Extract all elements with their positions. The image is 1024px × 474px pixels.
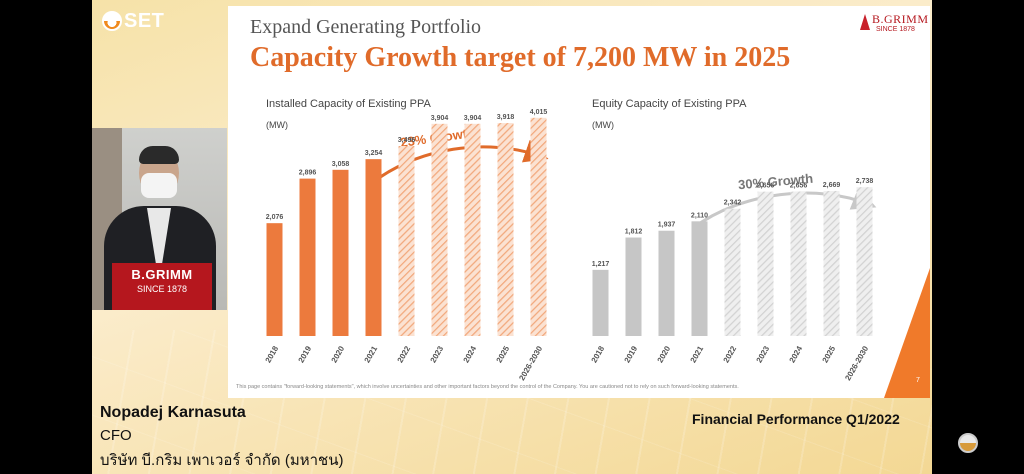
chart-2-value-label-2022: 2,342: [724, 200, 742, 207]
chart-2-tick-label-2026-2030: 2026-2030: [843, 344, 870, 382]
chart-2-bar-2026-2030: [856, 187, 873, 336]
chart-1-value-label-2024: 3,904: [464, 115, 482, 122]
chart-2-value-label-2023: 2,656: [757, 183, 775, 190]
presentation-slide: Expand Generating Portfolio Capacity Gro…: [228, 6, 930, 398]
chart-1-value-label-2022: 3,496: [398, 137, 416, 144]
presenter-role: CFO: [100, 427, 132, 444]
chart-2-growth-arrow: [692, 187, 877, 230]
chart-2-bar-2021: [691, 221, 708, 336]
chart-1-tick-label-2025: 2025: [495, 344, 512, 364]
chart-2-tick-label-2021: 2021: [689, 344, 706, 364]
presenter-name: Nopadej Karnasuta: [100, 404, 246, 421]
chart-2-tick-label-2018: 2018: [590, 344, 607, 364]
chart-1-tick-label-2020: 2020: [330, 344, 347, 364]
presenter-video: B.GRIMM SINCE 1878: [92, 128, 227, 310]
bgrimm-logo: B.GRIMM SINCE 1878: [856, 10, 929, 38]
podium-since: SINCE 1878: [136, 284, 188, 294]
chart-1-bar-2023: [431, 123, 448, 337]
set-logo-icon: [102, 11, 122, 31]
chart-1-tick-label-2026-2030: 2026-2030: [517, 344, 544, 382]
chart-1-bar-2022: [398, 146, 415, 336]
chart-2-unit: (MW): [592, 120, 614, 130]
chart-1-bar-2020: [332, 169, 349, 336]
chart-2-value-label-2024: 2,656: [790, 183, 808, 190]
chart-2-title: Equity Capacity of Existing PPA: [592, 98, 747, 110]
chart-2-value-label-2020: 1,937: [658, 222, 676, 229]
capacity-charts: 2,076 2018 2,896 2019 3,058 2020 3,254 2021 3,49…: [264, 109, 877, 382]
chart-2-tick-label-2022: 2022: [722, 344, 739, 364]
set-channel-icon: [958, 433, 978, 453]
chart-1-tick-label-2019: 2019: [297, 344, 314, 364]
slide-title: Capacity Growth target of 7,200 MW in 20…: [250, 42, 791, 73]
chart-1-title: Installed Capacity of Existing PPA: [266, 98, 431, 110]
chart-2-bar-2019: [625, 237, 642, 336]
chart-1-bar-2024: [464, 123, 481, 337]
presenter-hair: [139, 146, 179, 164]
chart-1-unit: (MW): [266, 120, 288, 130]
chart-2-tick-label-2020: 2020: [656, 344, 673, 364]
chart-2-bar-2024: [790, 191, 807, 336]
chart-2-tick-label-2023: 2023: [755, 344, 772, 364]
chart-1-tick-label-2022: 2022: [396, 344, 413, 364]
chart-1-value-label-2026-2030: 4,015: [530, 109, 548, 116]
chart-1-value-label-2018: 2,076: [266, 214, 284, 221]
slide-page-number: 7: [916, 377, 920, 384]
chart-2-bar-2018: [592, 269, 609, 336]
chart-2-tick-label-2024: 2024: [788, 344, 805, 364]
set-logo: SET: [102, 9, 164, 33]
chart-2-value-label-2026-2030: 2,738: [856, 178, 874, 185]
slide-disclaimer: This page contains "forward-looking stat…: [236, 384, 739, 390]
chart-2-tick-label-2025: 2025: [821, 344, 838, 364]
chart-1-value-label-2025: 3,918: [497, 114, 515, 121]
presenter-company: บริษัท บี.กริม เพาเวอร์ จำกัด (มหาชน): [100, 452, 344, 469]
bgrimm-logo-icon: [860, 14, 870, 30]
podium-brand: B.GRIMM: [131, 267, 193, 282]
chart-2-value-label-2025: 2,669: [823, 182, 841, 189]
chart-1-bar-2019: [299, 178, 316, 336]
set-logo-text: SET: [124, 9, 165, 32]
chart-2-tick-label-2019: 2019: [623, 344, 640, 364]
bgrimm-logo-since: SINCE 1878: [876, 26, 915, 33]
chart-2-bar-2025: [823, 190, 840, 336]
chart-1-tick-label-2024: 2024: [462, 344, 479, 364]
chart-2-bar-2020: [658, 230, 675, 336]
chart-2-value-label-2019: 1,812: [625, 229, 643, 236]
chart-1-value-label-2020: 3,058: [332, 161, 350, 168]
chart-1-bar-2025: [497, 123, 514, 336]
chart-2-bar-2023: [757, 191, 774, 336]
chart-2-bar-2022: [724, 208, 741, 336]
slide-subtitle: Expand Generating Portfolio: [250, 16, 482, 38]
chart-1-value-label-2021: 3,254: [365, 150, 383, 157]
chart-1-bar-2026-2030: [530, 117, 547, 336]
chart-1-tick-label-2018: 2018: [264, 344, 281, 364]
chart-1-value-label-2023: 3,904: [431, 115, 449, 122]
chart-1-bar-2021: [365, 159, 382, 336]
presenter-mask: [141, 173, 177, 198]
chart-2-value-label-2021: 2,110: [691, 212, 708, 219]
chart-1-growth-arrow: [367, 139, 549, 188]
podium: B.GRIMM SINCE 1878: [112, 263, 212, 310]
chart-1-tick-label-2021: 2021: [363, 344, 380, 364]
event-title: Financial Performance Q1/2022: [692, 411, 900, 427]
chart-1-value-label-2019: 2,896: [299, 170, 317, 177]
chart-1-bar-2018: [266, 223, 283, 336]
chart-2-value-label-2018: 1,217: [592, 261, 610, 268]
chart-1-tick-label-2023: 2023: [429, 344, 446, 364]
bgrimm-logo-name: B.GRIMM: [872, 12, 929, 26]
